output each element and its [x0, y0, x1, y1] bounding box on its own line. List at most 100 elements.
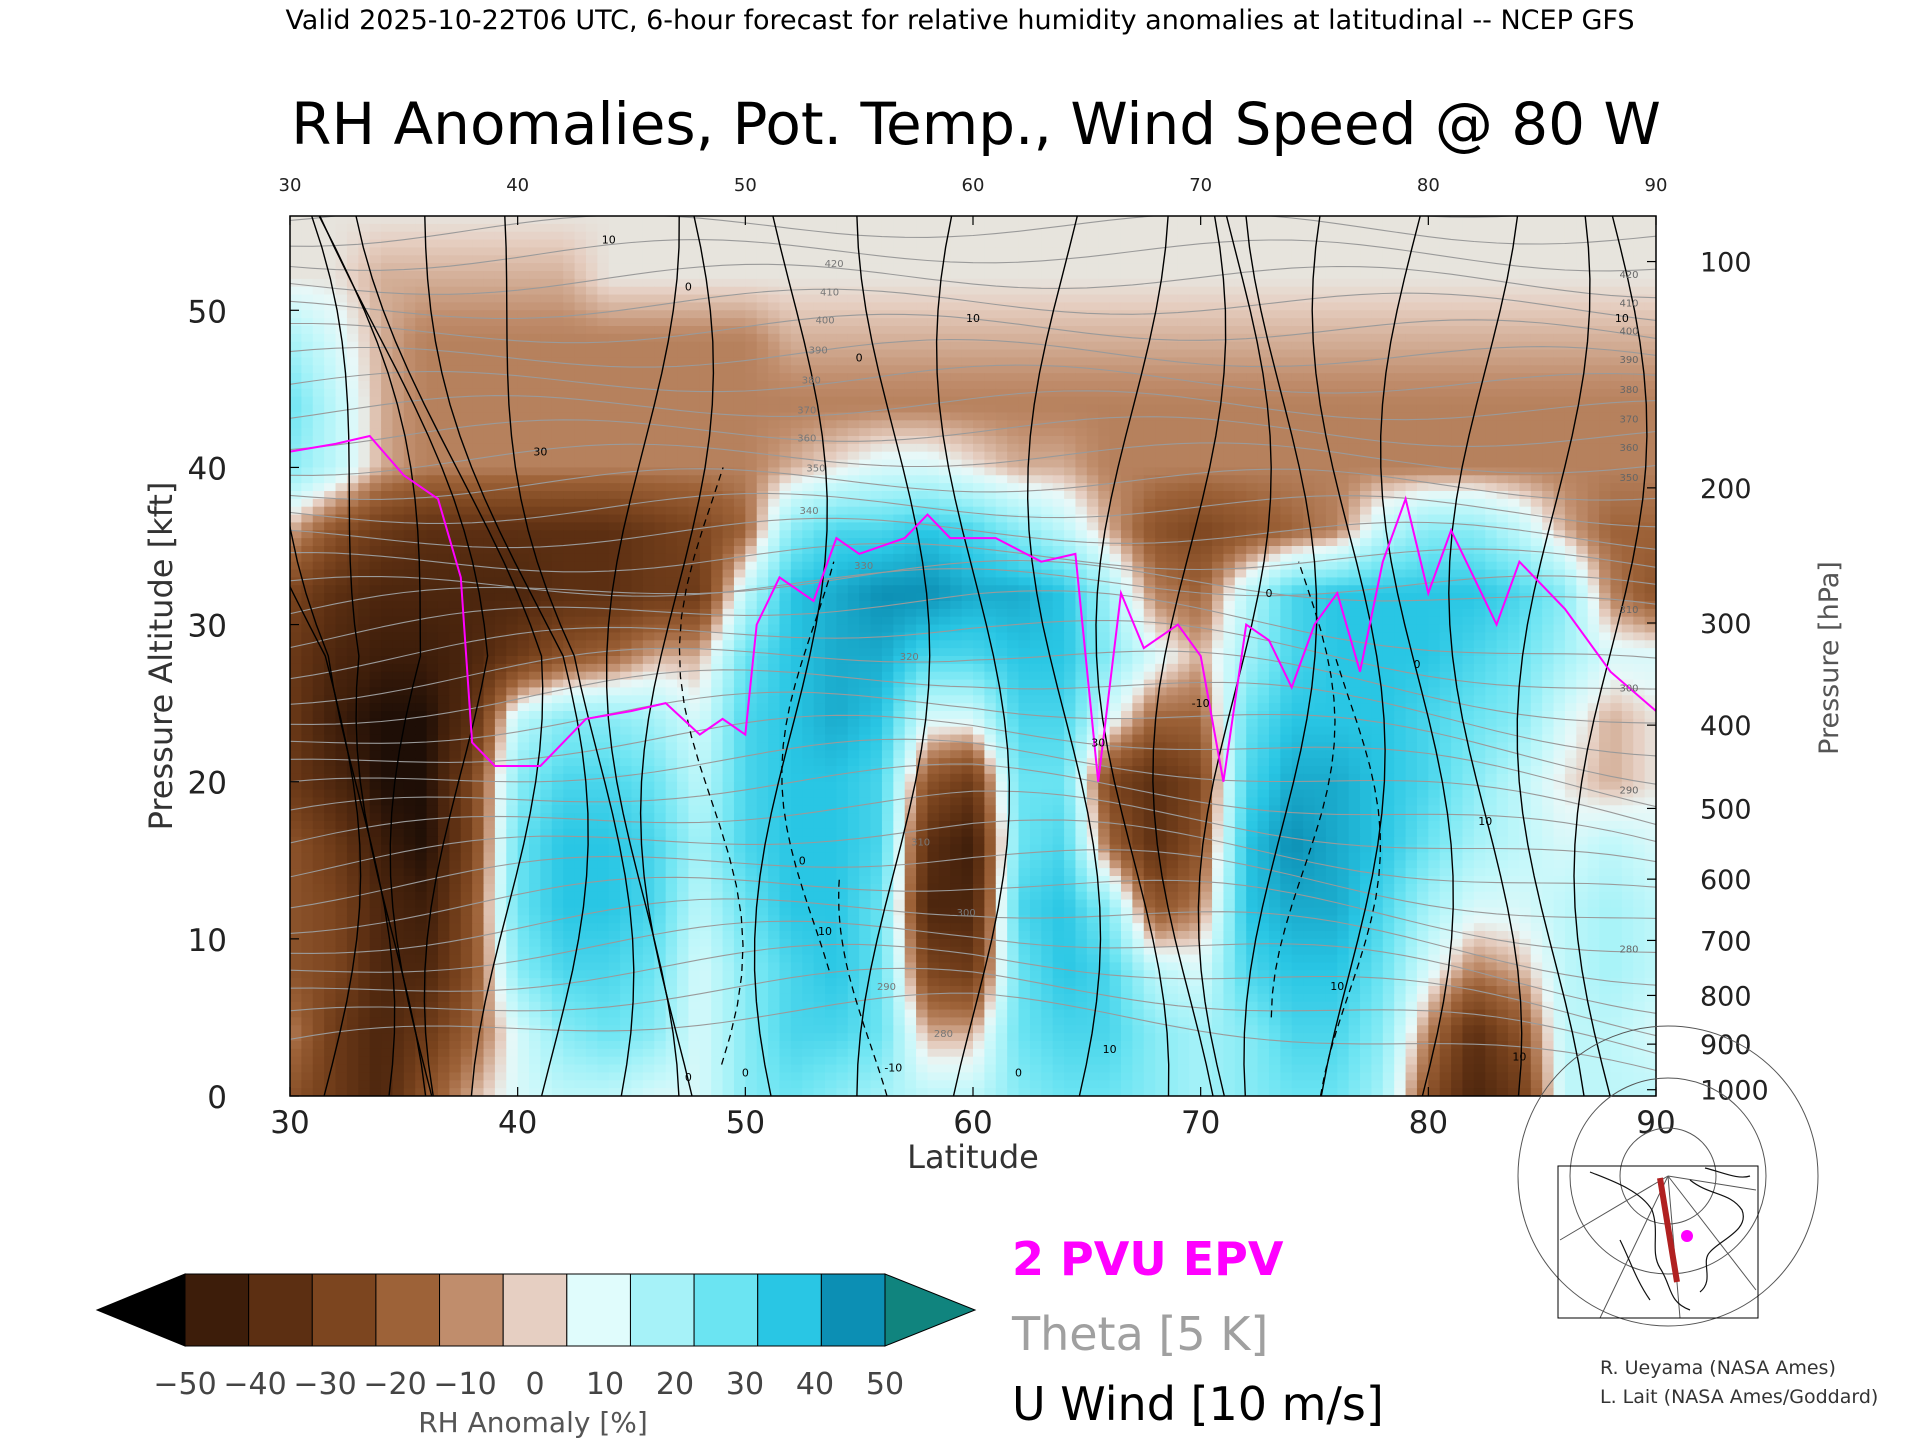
heat-cell — [585, 318, 598, 327]
heat-cell — [768, 506, 781, 516]
heat-cell — [790, 302, 803, 311]
heat-cell — [1291, 530, 1304, 539]
heat-cell — [825, 538, 837, 547]
heat-cell — [620, 255, 633, 264]
heat-cell — [312, 428, 325, 437]
heat-cell — [1371, 247, 1384, 256]
heat-cell — [1348, 420, 1361, 429]
heat-cell — [415, 388, 428, 398]
heat-cell — [1428, 255, 1441, 264]
heat-cell — [494, 326, 507, 335]
heat-cell — [1576, 278, 1589, 288]
heat-cell — [859, 365, 872, 374]
heat-cell — [1325, 373, 1338, 382]
heat-cell — [472, 318, 485, 327]
heat-cell — [916, 396, 929, 406]
heat-cell — [1633, 326, 1646, 335]
heat-cell — [494, 247, 507, 256]
heat-cell — [346, 239, 359, 249]
heat-cell — [904, 459, 917, 469]
heat-cell — [665, 357, 678, 366]
heat-cell — [585, 310, 598, 319]
heat-cell — [1120, 333, 1133, 343]
heat-cell — [483, 475, 496, 484]
heat-cell — [1166, 475, 1179, 484]
heat-cell — [984, 365, 997, 374]
heat-cell — [916, 357, 929, 366]
heat-cell — [1564, 310, 1577, 319]
heat-cell — [1610, 420, 1623, 429]
heat-cell — [381, 436, 394, 445]
heat-cell — [1018, 255, 1031, 264]
heat-cell — [1064, 506, 1077, 516]
heat-cell — [688, 506, 701, 516]
heat-cell — [426, 278, 439, 288]
heat-cell — [745, 530, 758, 539]
heat-cell — [1314, 357, 1327, 366]
heat-cell — [1177, 278, 1190, 288]
heat-cell — [1291, 216, 1304, 225]
heat-cell — [1553, 404, 1566, 414]
heat-cell — [1508, 436, 1520, 445]
heat-cell — [1485, 239, 1498, 249]
heat-cell — [1075, 310, 1088, 319]
heat-cell — [460, 514, 473, 524]
heat-cell — [893, 412, 906, 421]
heat-cell — [563, 357, 576, 366]
heat-cell — [494, 294, 507, 304]
heat-cell — [1337, 522, 1350, 531]
heat-cell — [904, 381, 917, 390]
heat-cell — [540, 286, 553, 296]
heat-cell — [563, 388, 576, 398]
heat-cell — [460, 357, 473, 366]
heat-cell — [517, 404, 530, 414]
heat-cell — [665, 498, 678, 508]
heat-cell — [1166, 278, 1179, 288]
heat-cell — [1576, 223, 1589, 233]
heat-cell — [1086, 349, 1099, 359]
heat-cell — [802, 467, 815, 476]
heat-cell — [381, 271, 394, 280]
heat-cell — [1348, 286, 1361, 296]
heat-cell — [733, 443, 746, 453]
heat-cell — [1166, 451, 1179, 461]
heat-cell — [1337, 247, 1350, 256]
heat-cell — [1405, 326, 1418, 335]
heat-cell — [950, 420, 963, 429]
heat-cell — [847, 239, 860, 249]
heat-cell — [1098, 451, 1111, 461]
heat-cell — [847, 381, 860, 390]
heat-cell — [1291, 404, 1304, 414]
heat-cell — [1576, 404, 1589, 414]
heat-cell — [1143, 404, 1156, 414]
heat-cell — [1405, 475, 1418, 484]
heat-cell — [1029, 483, 1042, 492]
heat-cell — [950, 318, 963, 327]
heat-cell — [870, 278, 883, 288]
heat-cell — [642, 498, 655, 508]
heat-cell — [358, 341, 371, 351]
heat-cell — [1496, 278, 1509, 288]
heat-cell — [961, 381, 974, 390]
heat-cell — [1382, 255, 1395, 264]
heat-cell — [870, 491, 883, 500]
heat-cell — [1348, 255, 1361, 264]
heat-cell — [312, 451, 325, 461]
heat-cell — [711, 302, 724, 311]
heat-cell — [1428, 302, 1441, 311]
heat-cell — [1416, 326, 1429, 335]
heat-cell — [426, 223, 439, 233]
heat-cell — [403, 216, 416, 225]
heat-cell — [346, 326, 359, 335]
heat-cell — [1428, 396, 1441, 406]
heat-cell — [881, 326, 894, 335]
heat-cell — [916, 404, 929, 414]
heat-cell — [563, 365, 576, 374]
heat-cell — [472, 436, 485, 445]
heat-cell — [779, 530, 792, 539]
heat-cell — [301, 294, 314, 304]
heat-cell — [585, 373, 598, 382]
heat-cell — [1177, 514, 1190, 524]
heat-cell — [665, 223, 678, 233]
heat-cell — [881, 522, 894, 531]
